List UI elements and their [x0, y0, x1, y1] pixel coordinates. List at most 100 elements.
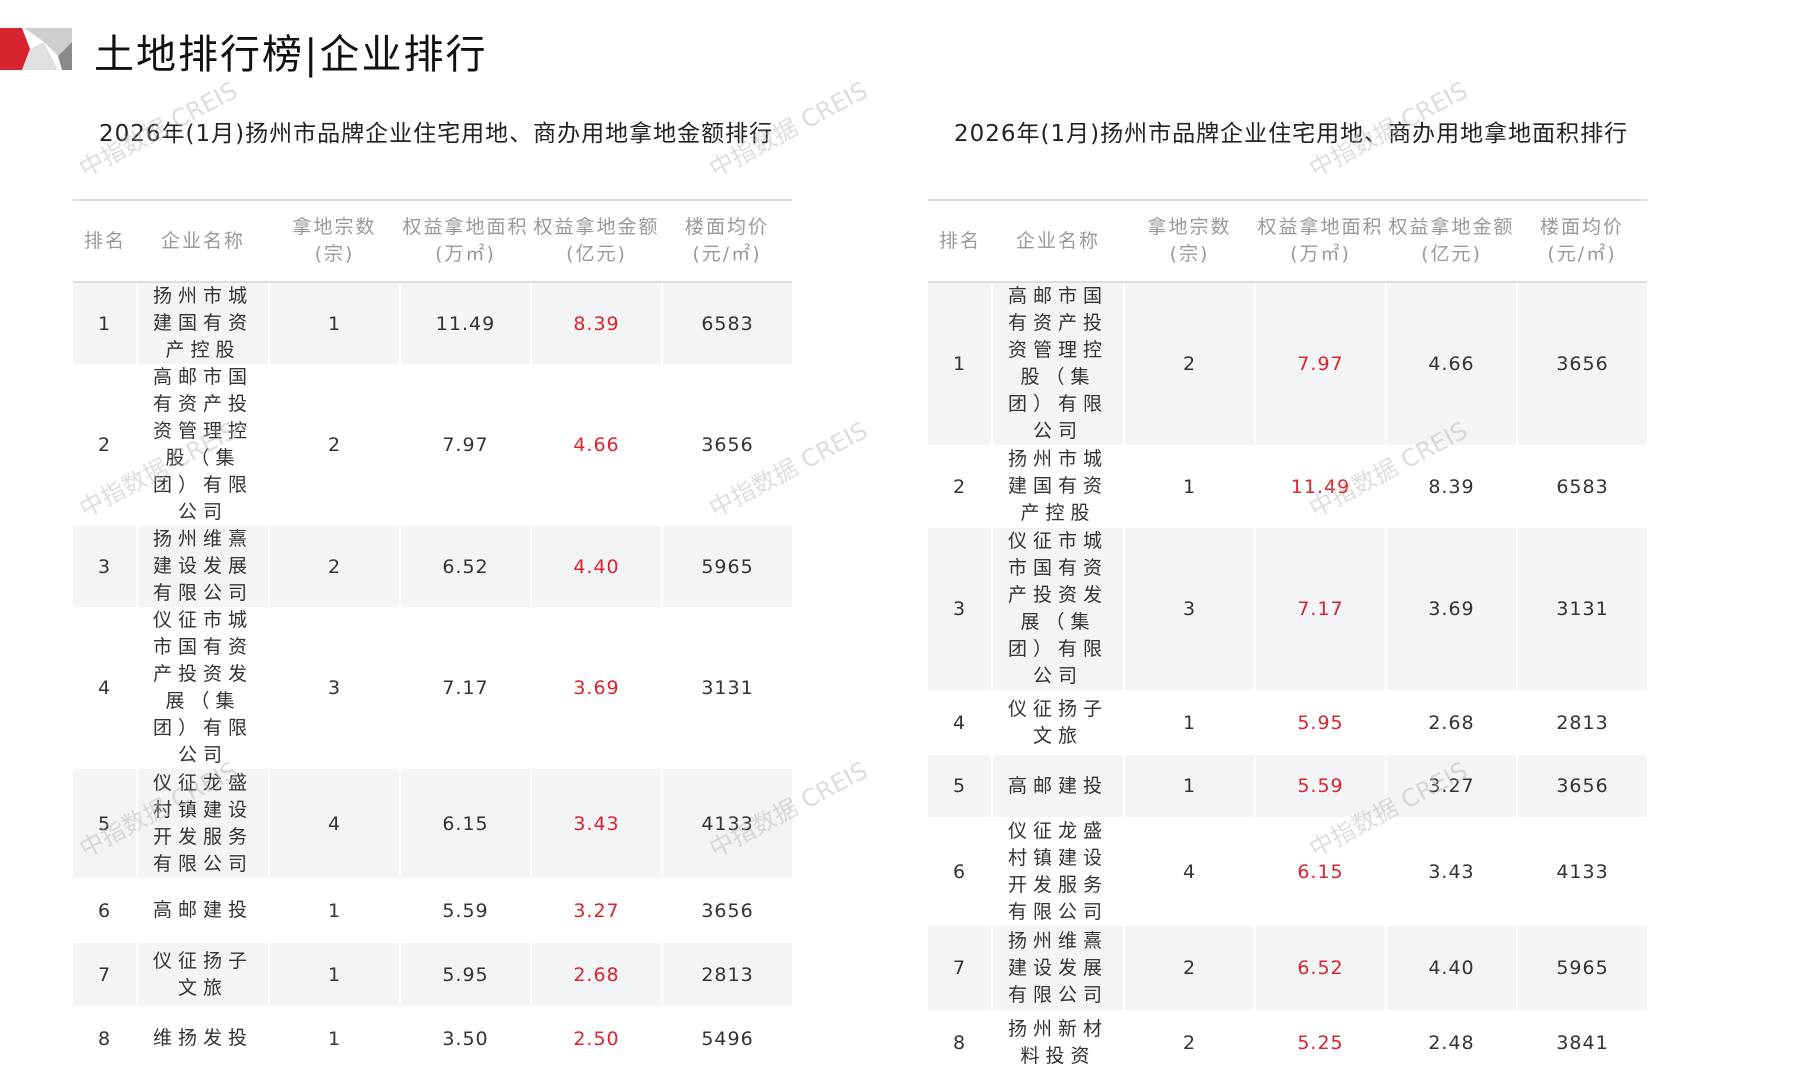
deal-count-value: 2 — [1182, 353, 1197, 375]
company-name-value: 扬州新材料投资 — [1007, 1017, 1108, 1067]
cell-avg-floor-price: 3131 — [1516, 528, 1647, 690]
cell-equity-amount: 8.39 — [1385, 445, 1517, 528]
rank-value: 2 — [952, 475, 967, 498]
cell-avg-floor-price: 3841 — [1516, 1010, 1647, 1075]
cell-equity-amount: 3.69 — [1385, 528, 1517, 690]
equity-area-value: 6.15 — [1297, 860, 1344, 883]
table-row: 5 高邮建投 1 5.59 3.27 3656 — [928, 755, 1647, 817]
cell-equity-amount: 3.27 — [1385, 755, 1517, 817]
cell-equity-amount: 4.40 — [530, 526, 662, 607]
deal-count-value: 1 — [1182, 775, 1197, 797]
cell-company-name: 仪征扬子文旅 — [991, 690, 1124, 755]
cell-deal-count: 2 — [268, 364, 400, 526]
company-name-value: 扬州市城建国有资产控股 — [1007, 448, 1108, 524]
cell-rank: 6 — [73, 878, 137, 943]
company-name-value: 扬州维熹建设发展有限公司 — [1007, 929, 1108, 1006]
cell-equity-amount: 2.68 — [1385, 690, 1517, 755]
deal-count-value: 1 — [1182, 475, 1197, 498]
equity-amount-value: 3.43 — [573, 812, 620, 835]
cell-deal-count: 4 — [268, 769, 400, 878]
company-name-value: 高邮建投 — [152, 899, 253, 921]
table-row: 2 扬州市城建国有资产控股 1 11.49 8.39 6583 — [928, 445, 1647, 528]
equity-amount-value: 2.68 — [573, 963, 620, 986]
avg-floor-price-value: 3656 — [701, 899, 754, 922]
cell-equity-area: 11.49 — [399, 282, 531, 364]
cell-avg-floor-price: 3656 — [1516, 755, 1647, 817]
cell-company-name: 扬州市城建国有资产控股 — [991, 445, 1124, 528]
deal-count-value: 3 — [1182, 598, 1197, 620]
rank-value: 7 — [97, 963, 112, 986]
rank-value: 5 — [97, 812, 112, 835]
equity-amount-value: 3.69 — [573, 677, 620, 699]
left-table-title: 2026年(1月)扬州市品牌企业住宅用地、商办用地拿地金额排行 — [99, 121, 774, 147]
equity-amount-value: 4.66 — [1428, 353, 1475, 375]
avg-floor-price-value: 3841 — [1556, 1031, 1609, 1054]
cell-avg-floor-price: 3656 — [661, 364, 792, 526]
cell-equity-amount: 4.66 — [530, 364, 662, 526]
cell-rank: 1 — [928, 282, 992, 445]
equity-amount-value: 8.39 — [573, 312, 620, 335]
equity-amount-value: 4.66 — [573, 434, 620, 456]
rank-value: 8 — [952, 1031, 967, 1054]
company-name-value: 仪征龙盛村镇建设开发服务有限公司 — [1007, 819, 1108, 923]
table-row: 4 仪征扬子文旅 1 5.95 2.68 2813 — [928, 690, 1647, 755]
right-table-title: 2026年(1月)扬州市品牌企业住宅用地、商办用地拿地面积排行 — [954, 121, 1629, 147]
equity-amount-value: 3.69 — [1428, 598, 1475, 620]
cell-equity-amount: 3.43 — [1385, 817, 1517, 926]
cell-equity-area: 5.59 — [1254, 755, 1386, 817]
cell-deal-count: 2 — [1123, 1010, 1255, 1075]
table-row: 8 维扬发投 1 3.50 2.50 5496 — [73, 1006, 792, 1071]
cell-rank: 7 — [73, 943, 137, 1006]
brand-logo-icon — [0, 28, 72, 70]
equity-area-value: 7.17 — [442, 677, 489, 699]
cell-company-name: 高邮市国有资产投资管理控股（集团）有限公司 — [991, 282, 1124, 445]
cell-deal-count: 1 — [268, 943, 400, 1006]
cell-company-name: 高邮建投 — [136, 878, 269, 943]
company-name-value: 高邮建投 — [1007, 774, 1108, 797]
cell-equity-area: 7.97 — [399, 364, 531, 526]
header-equity-area: 权益拿地面积 (万㎡) — [400, 200, 531, 283]
cell-avg-floor-price: 3131 — [661, 607, 792, 769]
deal-count-value: 1 — [327, 312, 342, 335]
rank-value: 3 — [97, 555, 112, 578]
cell-deal-count: 1 — [268, 1006, 400, 1071]
header-equity-amount: 权益拿地金额 (亿元) — [531, 200, 662, 283]
rank-value: 4 — [952, 711, 967, 734]
equity-area-value: 7.97 — [1297, 353, 1344, 375]
header-avg-floor-price: 楼面均价 (元/㎡) — [1517, 200, 1647, 283]
header-avg-floor-price: 楼面均价 (元/㎡) — [662, 200, 792, 283]
rank-value: 6 — [952, 860, 967, 883]
equity-amount-value: 4.40 — [573, 555, 620, 578]
header-deal-count: 拿地宗数 (宗) — [1124, 200, 1255, 283]
cell-equity-area: 5.95 — [399, 943, 531, 1006]
cell-equity-area: 3.50 — [399, 1006, 531, 1071]
cell-company-name: 仪征龙盛村镇建设开发服务有限公司 — [136, 769, 269, 878]
cell-avg-floor-price: 4133 — [661, 769, 792, 878]
avg-floor-price-value: 2813 — [1556, 711, 1609, 734]
avg-floor-price-value: 4133 — [1556, 860, 1609, 883]
deal-count-value: 2 — [327, 555, 342, 578]
cell-rank: 4 — [928, 690, 992, 755]
rank-value: 6 — [97, 899, 112, 922]
avg-floor-price-value: 3656 — [701, 434, 754, 456]
cell-avg-floor-price: 6583 — [661, 282, 792, 364]
rank-value: 1 — [952, 353, 967, 375]
cell-avg-floor-price: 5496 — [661, 1006, 792, 1071]
company-name-value: 仪征扬子文旅 — [1007, 697, 1108, 747]
header-deal-count: 拿地宗数 (宗) — [269, 200, 400, 283]
avg-floor-price-value: 3656 — [1556, 353, 1609, 375]
equity-amount-value: 4.40 — [1428, 957, 1475, 979]
deal-count-value: 1 — [327, 1027, 342, 1050]
cell-deal-count: 3 — [268, 607, 400, 769]
cell-rank: 2 — [73, 364, 137, 526]
avg-floor-price-value: 2813 — [701, 963, 754, 986]
rank-value: 7 — [952, 957, 967, 979]
cell-equity-area: 5.95 — [1254, 690, 1386, 755]
equity-amount-value: 3.27 — [573, 899, 620, 922]
cell-company-name: 高邮市国有资产投资管理控股（集团）有限公司 — [136, 364, 269, 526]
equity-amount-value: 3.27 — [1428, 775, 1475, 797]
cell-deal-count: 2 — [1123, 926, 1255, 1010]
cell-avg-floor-price: 5965 — [661, 526, 792, 607]
cell-equity-amount: 8.39 — [530, 282, 662, 364]
cell-company-name: 仪征市城市国有资产投资发展（集团）有限公司 — [136, 607, 269, 769]
